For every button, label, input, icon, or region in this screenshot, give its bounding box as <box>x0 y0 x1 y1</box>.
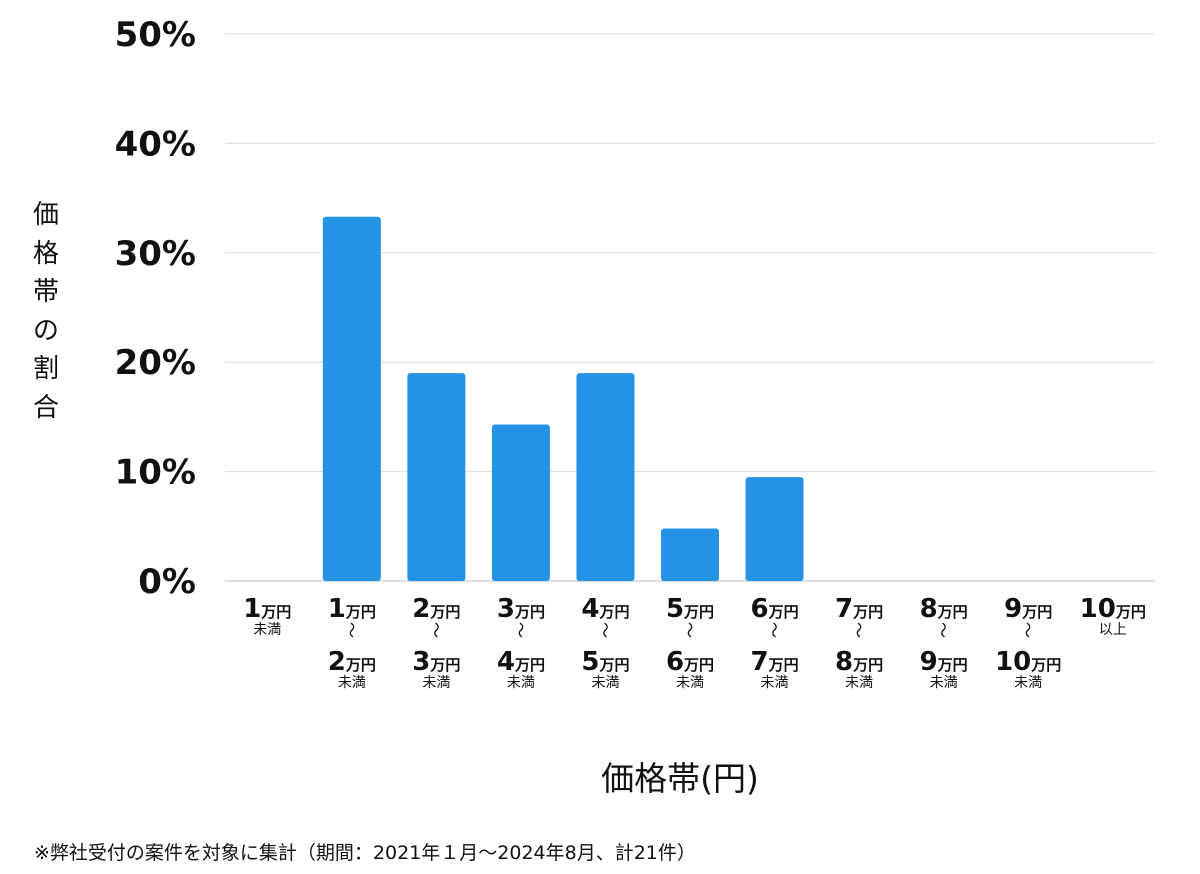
bar <box>576 373 635 581</box>
y-tick-label: 20% <box>115 343 196 383</box>
x-tick-label-line: ～ <box>511 622 530 638</box>
x-tick-label-line: 未満 <box>845 675 873 691</box>
x-tick-label-line: 未満 <box>422 675 450 691</box>
x-tick-label-line: ～ <box>342 622 361 638</box>
x-tick-label-line: 未満 <box>930 675 958 691</box>
x-tick-label-line: 未満 <box>761 675 789 691</box>
x-tick-label-line: 2万円 <box>328 647 376 677</box>
x-tick-label-line: 5万円 <box>666 594 714 624</box>
x-tick-labels: 1万円未満1万円～2万円未満2万円～3万円未満3万円～4万円未満4万円～5万円未… <box>243 594 1146 691</box>
x-tick-label-line: 10万円 <box>1080 594 1146 624</box>
y-axis-label-char: 価 <box>32 200 59 230</box>
y-axis-label-char: 合 <box>32 392 59 423</box>
bar <box>661 528 719 581</box>
x-tick-label-line: 1万円 <box>243 594 291 624</box>
bars <box>322 216 804 581</box>
x-tick-label-line: 1万円 <box>328 594 376 624</box>
bar <box>407 373 466 581</box>
x-tick-label-line: 3万円 <box>412 647 460 677</box>
y-tick-label: 40% <box>115 124 196 164</box>
y-axis-label-char: 帯 <box>32 277 59 307</box>
x-tick-label-line: 未満 <box>253 622 281 638</box>
y-tick-label: 0% <box>138 562 196 602</box>
x-tick-label-line: 未満 <box>338 675 366 691</box>
y-tick-label: 50% <box>115 15 196 55</box>
x-tick-label-line: 6万円 <box>750 594 798 624</box>
y-axis-label-char: の <box>32 315 59 346</box>
x-tick-label-line: 8万円 <box>920 594 968 624</box>
x-tick-label-line: 4万円 <box>497 647 545 677</box>
bar <box>745 477 804 581</box>
x-tick-label-line: ～ <box>849 622 868 638</box>
x-tick-label-line: 4万円 <box>581 594 629 624</box>
x-tick-label-line: ～ <box>426 622 445 638</box>
y-tick-label: 30% <box>115 234 196 274</box>
x-tick-label-line: 9万円 <box>920 647 968 677</box>
x-tick-label-line: 3万円 <box>497 594 545 624</box>
bar <box>322 216 381 581</box>
x-tick-label-line: 6万円 <box>666 647 714 677</box>
x-tick-label-line: ～ <box>1018 622 1037 638</box>
x-tick-label-line: ～ <box>765 622 784 638</box>
y-tick-label: 10% <box>115 453 196 493</box>
x-tick-label-line: 7万円 <box>750 647 798 677</box>
footnote: ※弊社受付の案件を対象に集計（期間：2021年１月～2024年8月、計21件） <box>34 842 696 864</box>
x-tick-label-line: 未満 <box>507 675 535 691</box>
y-axis-label-char: 格 <box>32 238 59 269</box>
x-tick-label-line: ～ <box>680 622 699 638</box>
y-axis-label: 価格帯の割合 <box>26 196 66 427</box>
x-tick-label-line: 以上 <box>1099 622 1127 638</box>
x-tick-label-line: 未満 <box>676 675 704 691</box>
x-tick-label-line: 7万円 <box>835 594 883 624</box>
x-tick-label-line: ～ <box>934 622 953 638</box>
x-tick-label-line: 10万円 <box>995 647 1061 677</box>
x-axis-label: 価格帯(円) <box>601 759 759 798</box>
x-tick-label-line: 9万円 <box>1004 594 1052 624</box>
x-tick-label-line: ～ <box>595 622 614 638</box>
x-tick-label-line: 2万円 <box>412 594 460 624</box>
x-tick-label-line: 未満 <box>591 675 619 691</box>
bar <box>491 424 550 581</box>
x-tick-label-line: 8万円 <box>835 647 883 677</box>
x-tick-label-line: 未満 <box>1014 675 1042 691</box>
y-axis-label-char: 割 <box>32 354 59 384</box>
y-tick-labels: 0% 10% 20% 30% 40% 50% <box>115 15 196 602</box>
x-tick-label-line: 5万円 <box>581 647 629 677</box>
